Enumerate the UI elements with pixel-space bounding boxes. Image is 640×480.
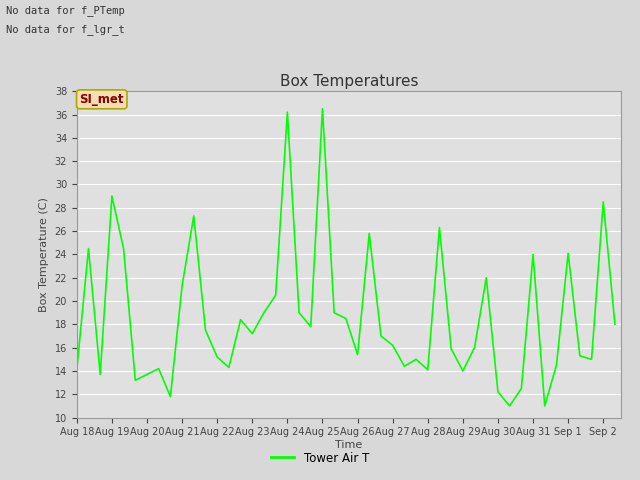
Y-axis label: Box Temperature (C): Box Temperature (C) xyxy=(39,197,49,312)
Title: Box Temperatures: Box Temperatures xyxy=(280,73,418,89)
Text: SI_met: SI_met xyxy=(79,93,124,106)
Text: No data for f_PTemp: No data for f_PTemp xyxy=(6,5,125,16)
Text: No data for f_lgr_t: No data for f_lgr_t xyxy=(6,24,125,35)
Legend: Tower Air T: Tower Air T xyxy=(266,447,374,469)
X-axis label: Time: Time xyxy=(335,440,362,450)
